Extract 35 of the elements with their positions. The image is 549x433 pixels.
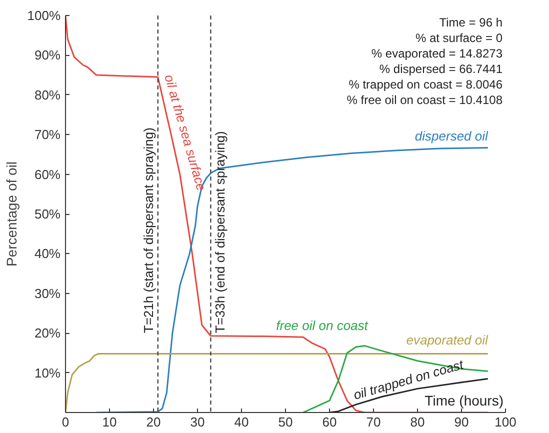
x-tick-label: 60	[322, 414, 337, 430]
y-axis-title: Percentage of oil	[3, 161, 20, 267]
text: oil at the sea surface	[162, 72, 210, 192]
series-label: free oil on coast	[276, 318, 370, 333]
x-tick-label: 30	[190, 414, 205, 430]
y-tick-label: 80%	[34, 87, 61, 102]
x-tick-label: 90	[454, 414, 469, 430]
annotation: % evaporated = 14.8273	[371, 46, 503, 60]
x-tick-label: 80	[410, 414, 425, 430]
x-tick-label: 0	[62, 414, 70, 430]
y-tick-label: 10%	[34, 365, 61, 380]
y-tick-label: 100%	[27, 8, 61, 23]
ref-line-label: T=33h (end of dispersant spraying)	[212, 131, 228, 334]
ref-line-label: T=21h (start of dispersant spraying)	[140, 128, 156, 334]
annotation: % dispersed = 66.7441	[379, 62, 503, 76]
x-tick-label: 100	[494, 414, 516, 430]
y-tick-label: 20%	[34, 326, 61, 341]
x-tick-label: 20	[146, 414, 161, 430]
y-tick-label: 70%	[34, 127, 61, 142]
y-tick-label: 40%	[34, 246, 61, 262]
y-tick-label: 50%	[34, 206, 61, 222]
series-label: dispersed oil	[414, 128, 490, 144]
annotation: % free oil on coast = 10.4108	[346, 93, 503, 107]
x-tick-label: 40	[234, 414, 249, 430]
y-tick-label: 30%	[34, 286, 61, 301]
x-tick-label: 10	[102, 414, 117, 430]
x-axis-title: Time (hours)	[424, 392, 504, 408]
x-tick-label: 50	[278, 414, 293, 430]
annotation: Time = 96 h	[439, 16, 503, 30]
x-tick-label: 70	[366, 414, 381, 430]
y-tick-label: 60%	[34, 166, 61, 182]
y-tick-label: 90%	[34, 48, 61, 63]
series-label: evaporated oil	[406, 332, 490, 348]
annotation: % at surface = 0	[415, 31, 503, 45]
annotation: % trapped on coast = 8.0046	[348, 78, 503, 92]
